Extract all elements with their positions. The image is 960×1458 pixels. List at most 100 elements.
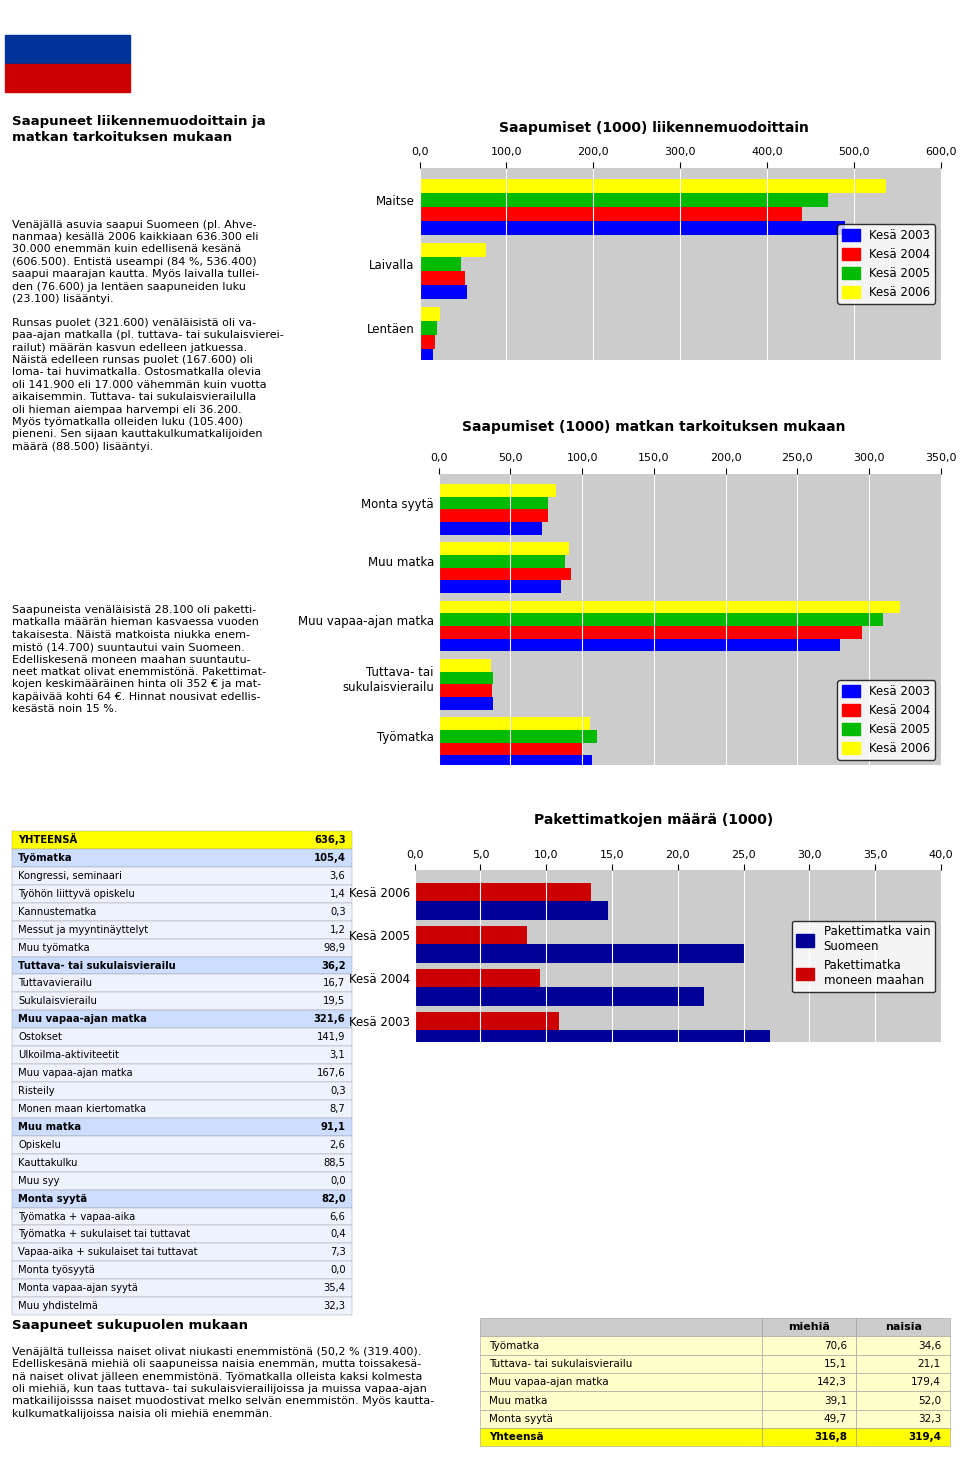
Bar (5, 35, 130, 64)
Text: 321,6: 321,6 (314, 1015, 346, 1025)
Text: 141,9: 141,9 (317, 1032, 346, 1042)
Text: miehiä: miehiä (788, 1322, 830, 1333)
Bar (415, 945, 743, 964)
Bar (420, 243, 486, 257)
Bar (12, 1082, 352, 1099)
Bar (439, 639, 840, 652)
Bar (415, 926, 526, 945)
Bar (480, 1391, 762, 1410)
Text: Messut ja myyntinäyttelyt: Messut ja myyntinäyttelyt (18, 924, 149, 935)
Bar (5, 7, 130, 35)
Bar (439, 697, 493, 710)
Text: Työmatka: Työmatka (490, 1340, 540, 1350)
Text: Ostokset: Ostokset (18, 1032, 62, 1042)
Bar (420, 192, 828, 207)
Text: 3,6: 3,6 (329, 870, 346, 881)
Bar (480, 1354, 762, 1373)
Text: 1,2: 1,2 (329, 924, 346, 935)
Bar (439, 509, 548, 522)
Bar (12, 920, 352, 939)
Text: 2,6: 2,6 (329, 1140, 346, 1150)
Text: Muu syy: Muu syy (18, 1175, 60, 1185)
Bar (856, 1410, 950, 1427)
Bar (420, 220, 845, 235)
Bar (420, 271, 465, 284)
Bar (420, 207, 802, 220)
Text: Työmatka: Työmatka (18, 853, 73, 863)
Bar (12, 1279, 352, 1298)
Text: 0,3: 0,3 (330, 907, 346, 917)
Text: 32,3: 32,3 (324, 1301, 346, 1311)
Text: VENÄJÄ: VENÄJÄ (468, 9, 619, 48)
Bar (12, 974, 352, 993)
Bar (439, 730, 596, 742)
Text: YHTEENSÄ: YHTEENSÄ (18, 835, 78, 846)
Text: Runsas puolet (321.600) venäläisistä oli va-
paa-ajan matkalla (pl. tuttava- tai: Runsas puolet (321.600) venäläisistä oli… (12, 318, 283, 452)
Bar (420, 284, 468, 299)
Legend: Kesä 2003, Kesä 2004, Kesä 2005, Kesä 2006: Kesä 2003, Kesä 2004, Kesä 2005, Kesä 20… (837, 225, 935, 303)
Bar (12, 1028, 352, 1047)
Bar (12, 1244, 352, 1261)
Bar (415, 1012, 560, 1031)
Text: 19,5: 19,5 (324, 996, 346, 1006)
Text: 6,6: 6,6 (329, 1212, 346, 1222)
Text: 1,4: 1,4 (329, 889, 346, 898)
Bar (12, 1118, 352, 1136)
Bar (12, 993, 352, 1010)
Bar (439, 484, 557, 497)
Text: naisia: naisia (885, 1322, 922, 1333)
Text: 0,0: 0,0 (330, 1175, 346, 1185)
Text: 16,7: 16,7 (324, 978, 346, 989)
Text: 142,3: 142,3 (817, 1378, 847, 1387)
Bar (439, 542, 569, 555)
Text: 32,3: 32,3 (918, 1414, 941, 1424)
Text: Monta työsyytä: Monta työsyytä (18, 1266, 95, 1276)
Bar (439, 742, 582, 755)
Bar (420, 308, 440, 321)
Text: Vapaa-aika + sukulaiset tai tuttavat: Vapaa-aika + sukulaiset tai tuttavat (18, 1248, 198, 1257)
Bar (12, 1099, 352, 1118)
Bar (762, 1337, 856, 1354)
Text: Kongressi, seminaari: Kongressi, seminaari (18, 870, 122, 881)
Text: Tuttavavierailu: Tuttavavierailu (18, 978, 92, 989)
Text: Kesä 2006 (1.6. - 30.9.2006): Kesä 2006 (1.6. - 30.9.2006) (411, 47, 676, 66)
Text: Muu yhdistelmä: Muu yhdistelmä (18, 1301, 98, 1311)
Bar (415, 1031, 770, 1050)
Text: Venäjältä tulleissa naiset olivat niukasti enemmistönä (50,2 % (319.400).
Edelli: Venäjältä tulleissa naiset olivat niukas… (12, 1347, 434, 1419)
Text: 49,7: 49,7 (824, 1414, 847, 1424)
Text: Risteily: Risteily (18, 1086, 55, 1096)
Text: Muu matka: Muu matka (490, 1395, 548, 1406)
Text: Saapumiset (1000) liikennemuodoittain: Saapumiset (1000) liikennemuodoittain (499, 121, 808, 134)
Bar (12, 956, 352, 974)
Bar (762, 1318, 856, 1337)
Text: 636,3: 636,3 (314, 835, 346, 846)
Text: Muu vapaa-ajan matka: Muu vapaa-ajan matka (18, 1069, 133, 1077)
Bar (439, 755, 592, 768)
Text: 316,8: 316,8 (814, 1432, 847, 1442)
Bar (12, 849, 352, 868)
Bar (439, 555, 564, 567)
Text: 7,3: 7,3 (329, 1248, 346, 1257)
Text: 319,4: 319,4 (908, 1432, 941, 1442)
Text: Monta syytä: Monta syytä (490, 1414, 553, 1424)
Bar (12, 1172, 352, 1190)
Text: 105,4: 105,4 (314, 853, 346, 863)
Bar (439, 601, 900, 614)
Bar (12, 1047, 352, 1064)
Bar (12, 885, 352, 903)
Text: Pakettimatkojen määrä (1000): Pakettimatkojen määrä (1000) (534, 812, 774, 827)
Bar (439, 567, 570, 580)
Bar (762, 1354, 856, 1373)
Bar (439, 717, 589, 730)
Bar (12, 1190, 352, 1207)
Bar (12, 1226, 352, 1244)
Bar (12, 1298, 352, 1315)
Bar (480, 1337, 762, 1354)
Bar (12, 1136, 352, 1153)
Bar (856, 1318, 950, 1337)
Bar (856, 1354, 950, 1373)
Bar (439, 659, 491, 672)
Text: Rajahaastattelututkimuksen keskeiset tulokset: Rajahaastattelututkimuksen keskeiset tul… (396, 73, 690, 86)
Text: 21,1: 21,1 (918, 1359, 941, 1369)
Text: Muu vapaa-ajan matka: Muu vapaa-ajan matka (490, 1378, 609, 1387)
